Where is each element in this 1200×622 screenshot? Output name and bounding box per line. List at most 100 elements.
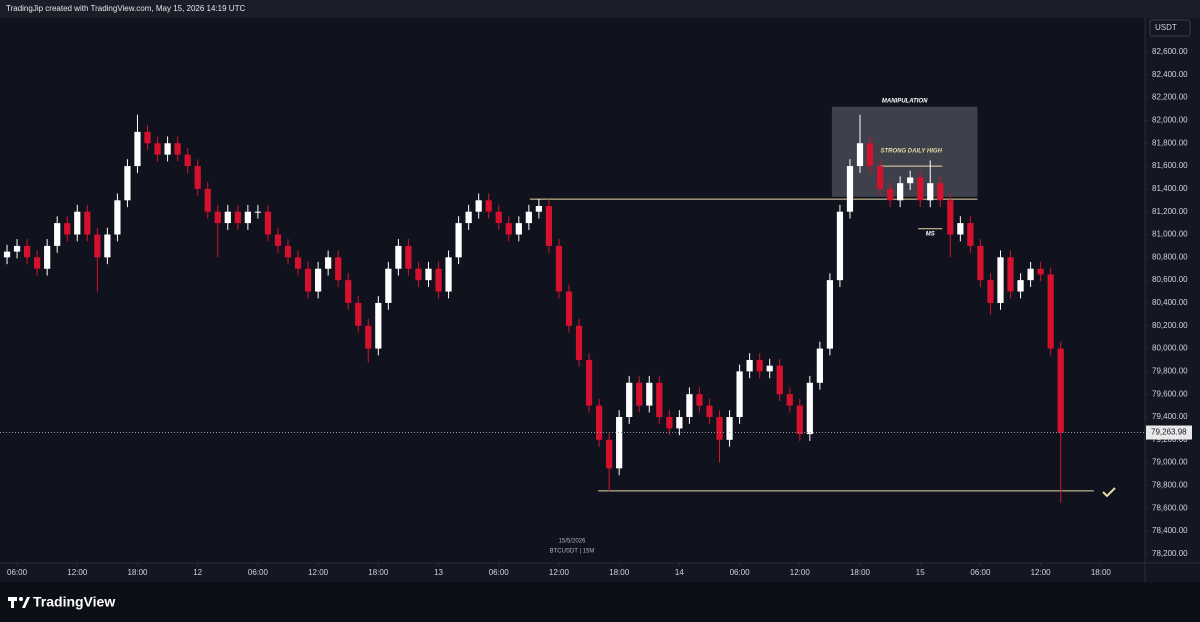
x-tick-label: 15 xyxy=(916,568,925,577)
candle-body xyxy=(194,166,201,189)
candle-body xyxy=(595,405,603,440)
candle-body xyxy=(365,325,372,349)
candle-body xyxy=(766,365,773,372)
x-tick-label: 13 xyxy=(434,568,443,577)
candle-body xyxy=(997,257,1004,303)
y-tick-label: 80,600.00 xyxy=(1152,275,1188,284)
candle-body xyxy=(907,177,914,184)
y-tick-label: 81,800.00 xyxy=(1152,138,1188,147)
candle-body xyxy=(846,166,854,212)
candle-body xyxy=(616,417,623,469)
candle-body xyxy=(154,143,161,155)
candle-body xyxy=(776,365,783,395)
header-text: TradingJip created with TradingView.com,… xyxy=(6,4,245,13)
candle-body xyxy=(1027,268,1034,281)
y-tick-label: 82,200.00 xyxy=(1152,93,1188,102)
y-tick-label: 78,400.00 xyxy=(1152,526,1188,535)
candle-body xyxy=(445,257,452,292)
candle-body xyxy=(505,223,512,235)
x-tick-label: 18:00 xyxy=(850,568,871,577)
candle-body xyxy=(856,143,864,167)
candle-body xyxy=(917,177,924,201)
logo-text: TradingView xyxy=(33,594,115,610)
candle-body xyxy=(104,234,111,258)
y-tick-label: 79,000.00 xyxy=(1152,458,1188,467)
candle-body xyxy=(254,211,262,213)
y-tick-label: 78,800.00 xyxy=(1152,481,1188,490)
watermark-symbol: BTCUSDT | 15M xyxy=(550,549,595,555)
level-label: STRONG DAILY HIGH xyxy=(880,149,942,155)
candle-body xyxy=(84,211,91,235)
candle-body xyxy=(405,245,412,269)
candle-body xyxy=(425,268,432,281)
x-tick-label: 06:00 xyxy=(248,568,269,577)
candle-body xyxy=(274,234,282,246)
candle-body xyxy=(716,417,723,440)
y-tick-label: 79,400.00 xyxy=(1152,412,1188,421)
candle-body xyxy=(455,223,462,258)
y-tick-label: 80,800.00 xyxy=(1152,252,1188,261)
candle-body xyxy=(395,245,402,269)
candle-body xyxy=(977,245,984,281)
candle-body xyxy=(696,394,703,406)
candle-body xyxy=(947,200,954,235)
candle-body xyxy=(786,394,793,406)
y-tick-label: 80,000.00 xyxy=(1152,344,1188,353)
x-tick-label: 12:00 xyxy=(1031,568,1052,577)
candle-body xyxy=(3,251,11,258)
candle-body xyxy=(485,200,492,212)
candle-body xyxy=(626,382,633,418)
plot-area xyxy=(0,18,1145,563)
candle-body xyxy=(816,348,823,383)
y-tick-label: 82,400.00 xyxy=(1152,70,1188,79)
candle-body xyxy=(636,382,643,406)
check-icon xyxy=(1102,487,1116,498)
candle-body xyxy=(204,188,211,212)
candle-body xyxy=(284,245,292,258)
candle-body xyxy=(355,302,362,326)
candle-body xyxy=(124,166,131,201)
x-tick-label: 12:00 xyxy=(308,568,329,577)
candle-body xyxy=(937,183,944,201)
last-price-label: 79,263.98 xyxy=(1151,428,1187,437)
candle-body xyxy=(174,143,181,155)
candle-body xyxy=(686,394,693,418)
zone-label: MANIPULATION xyxy=(882,98,928,104)
candle-body xyxy=(325,257,332,269)
candle-body xyxy=(656,382,663,418)
candle-body xyxy=(415,268,422,281)
y-tick-label: 81,400.00 xyxy=(1152,184,1188,193)
candle-body xyxy=(585,359,593,406)
x-tick-label: 06:00 xyxy=(970,568,991,577)
candle-body xyxy=(335,257,342,281)
last-price-box xyxy=(1146,425,1192,440)
candle-body xyxy=(706,405,713,418)
candle-body xyxy=(475,200,482,212)
candle-body xyxy=(74,211,81,235)
watermark-date: 15/5/2026 xyxy=(559,539,586,545)
y-tick-label: 78,600.00 xyxy=(1152,503,1188,512)
candle-body xyxy=(264,211,272,235)
candle-body xyxy=(1047,274,1054,349)
x-tick-label: 12:00 xyxy=(790,568,811,577)
candle-body xyxy=(666,417,673,429)
candle-body xyxy=(244,211,251,224)
candle-body xyxy=(114,200,121,235)
candle-body xyxy=(34,257,41,269)
candle-body xyxy=(967,223,974,246)
candle-body xyxy=(957,223,964,235)
candle-body xyxy=(525,211,532,224)
candle-body xyxy=(535,205,542,212)
candle-body xyxy=(646,382,653,406)
y-tick-label: 80,200.00 xyxy=(1152,321,1188,330)
candle-body xyxy=(806,382,813,435)
y-tick-label: 82,000.00 xyxy=(1152,116,1188,125)
candle-body xyxy=(606,439,613,469)
candle-body xyxy=(565,291,573,326)
x-tick-label: 14 xyxy=(675,568,684,577)
candle-body xyxy=(726,417,733,440)
footer-bar xyxy=(0,582,1200,622)
candle-body xyxy=(164,143,171,155)
y-tick-label: 79,800.00 xyxy=(1152,366,1188,375)
